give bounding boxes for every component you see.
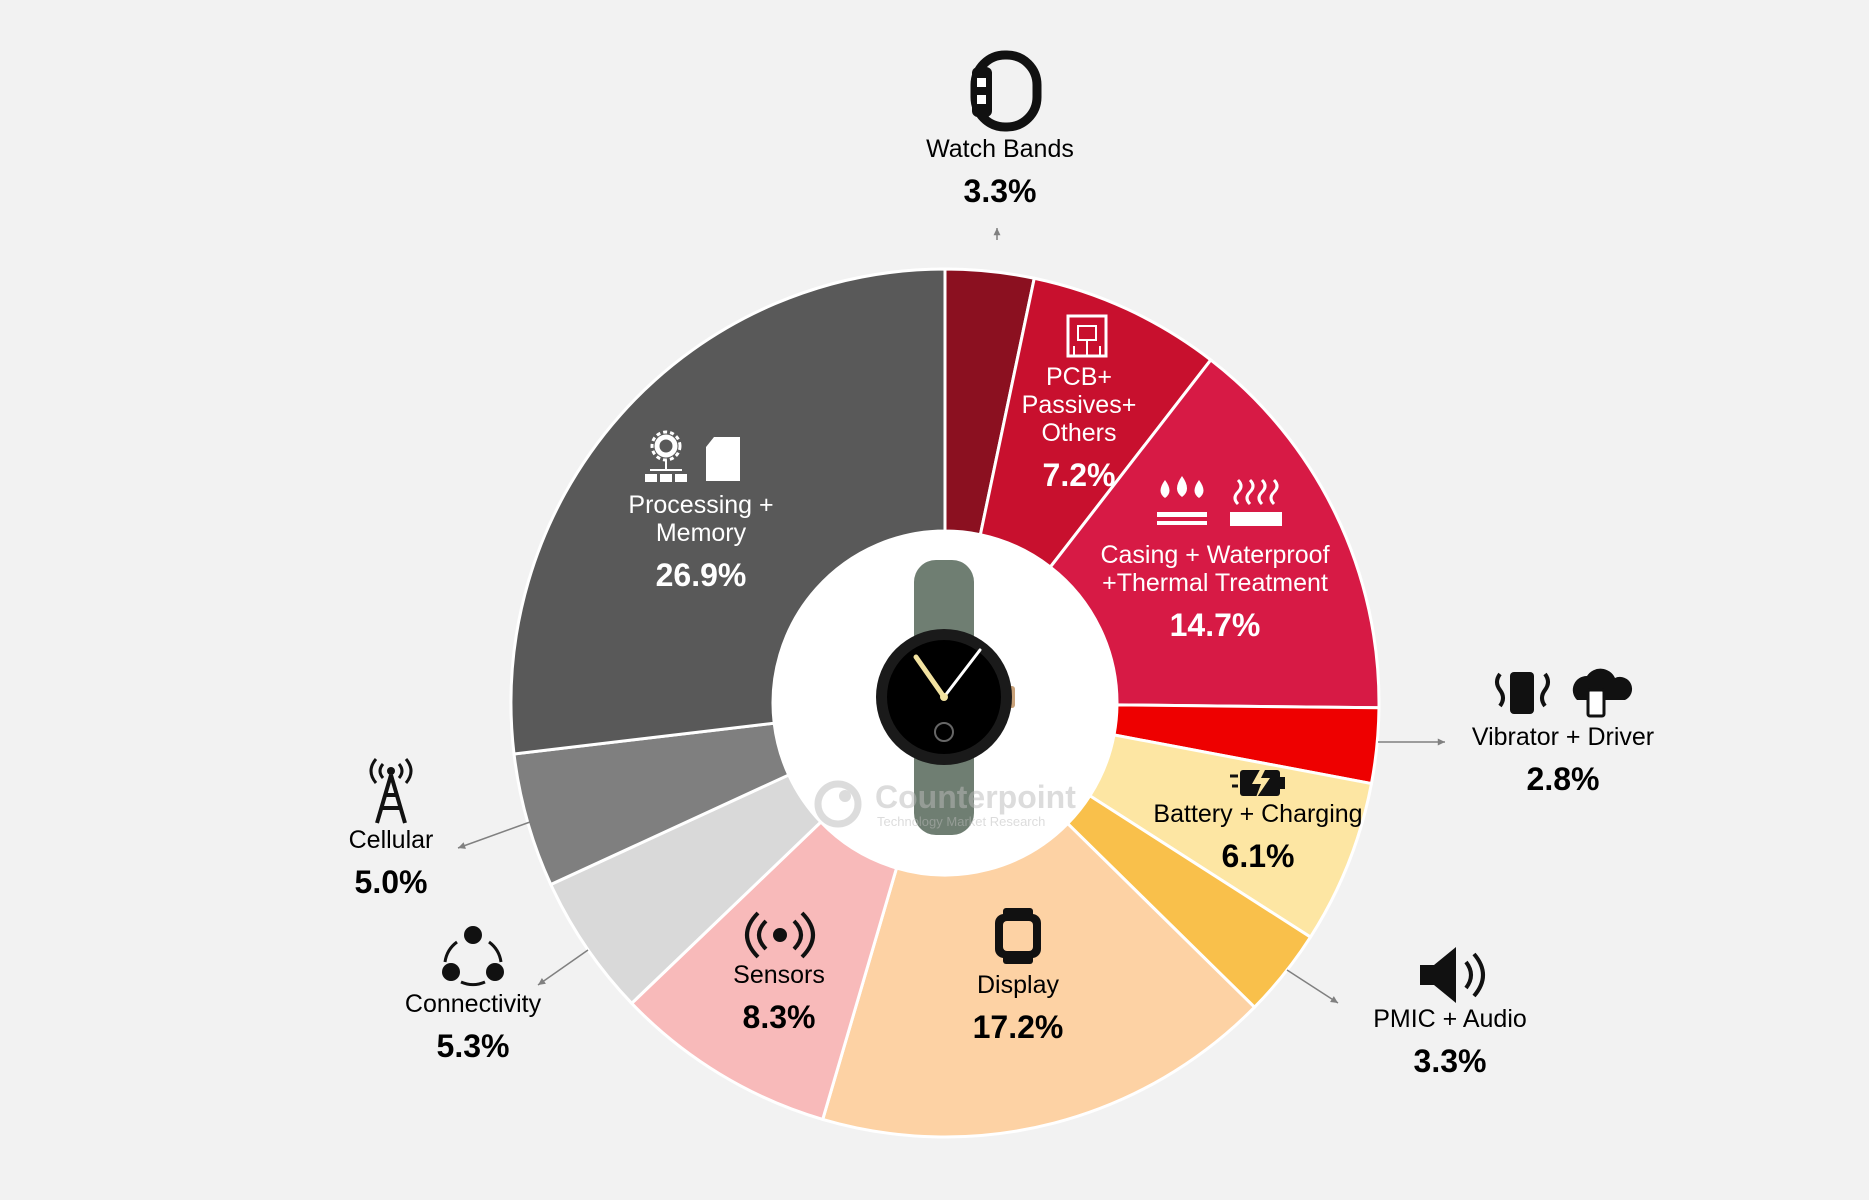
leader-line: [537, 949, 589, 986]
chart-segments: [509, 267, 1381, 1139]
category-label: Watch Bands: [926, 135, 1074, 163]
label-pmic-audio: PMIC + Audio 3.3%: [1373, 1005, 1527, 1079]
circuit-board-icon: [1066, 314, 1108, 358]
waterproof-heat-icon: [1157, 476, 1282, 526]
category-label: PCB+ Passives+ Others: [1022, 363, 1137, 447]
battery-charging-icon: [1230, 766, 1285, 800]
cell-tower-icon: [369, 758, 413, 824]
label-vibrator-driver: Vibrator + Driver 2.8%: [1472, 723, 1654, 797]
speaker-icon: [1420, 947, 1485, 1003]
value-label: 3.3%: [1414, 1043, 1487, 1079]
smartwatch-display-icon: [995, 908, 1041, 964]
vibration-icon: [1495, 668, 1633, 718]
leader-line: [1286, 969, 1339, 1004]
category-label: PMIC + Audio: [1373, 1005, 1527, 1033]
label-processing-memory: Processing + Memory 26.9%: [628, 491, 773, 593]
value-label: 26.9%: [656, 557, 747, 593]
watermark-tagline: Technology Market Research: [877, 814, 1045, 829]
label-pcb-passives-others: PCB+ Passives+ Others 7.2%: [1022, 363, 1137, 493]
label-casing-waterproof-thermal-treatment: Casing + Waterproof +Thermal Treatment 14.…: [1100, 541, 1329, 643]
label-connectivity: Connectivity 5.3%: [405, 990, 542, 1064]
connectivity-icon: [442, 926, 504, 987]
category-label: Vibrator + Driver: [1472, 723, 1654, 751]
watermark-brand: Counterpoint: [875, 779, 1076, 815]
leader-lines: [457, 228, 1445, 1004]
category-label: Processing + Memory: [628, 491, 773, 547]
center-watch-image: [773, 531, 1117, 875]
category-label: Connectivity: [405, 990, 542, 1018]
category-label: Battery + Charging: [1153, 800, 1362, 828]
segment-icons: [369, 50, 1633, 1003]
value-label: 6.1%: [1222, 838, 1295, 874]
value-label: 2.8%: [1527, 761, 1600, 797]
value-label: 8.3%: [743, 999, 816, 1035]
value-label: 3.3%: [964, 173, 1037, 209]
value-label: 5.3%: [437, 1028, 510, 1064]
value-label: 5.0%: [355, 864, 428, 900]
label-watch-bands: Watch Bands 3.3%: [926, 135, 1074, 209]
label-sensors: Sensors 8.3%: [733, 961, 825, 1035]
category-label: Casing + Waterproof +Thermal Treatment: [1100, 541, 1329, 597]
leader-arrowhead: [538, 978, 546, 985]
leader-line: [457, 821, 531, 849]
category-label: Sensors: [733, 961, 825, 989]
processor-memory-icon: [645, 430, 740, 482]
leader-arrowhead: [458, 842, 466, 849]
label-cellular: Cellular 5.0%: [349, 826, 434, 900]
value-label: 17.2%: [973, 1009, 1064, 1045]
label-battery-charging: Battery + Charging 6.1%: [1153, 800, 1362, 874]
segment-labels: Watch Bands 3.3% PCB+ Passives+ Others 7.2% Ca…: [349, 135, 1655, 1079]
leader-arrowhead: [1330, 996, 1338, 1003]
watch-band-icon: [970, 50, 1042, 132]
value-label: 7.2%: [1043, 457, 1116, 493]
sensor-signal-icon: [745, 911, 815, 959]
value-label: 14.7%: [1170, 607, 1261, 643]
category-label: Display: [977, 971, 1059, 999]
counterpoint-logo-icon: [814, 780, 862, 828]
counterpoint-watermark: Counterpoint Technology Market Research: [814, 779, 1076, 829]
category-label: Cellular: [349, 826, 434, 854]
leader-arrowhead: [1437, 738, 1445, 746]
leader-arrowhead: [993, 228, 1001, 236]
label-display: Display 17.2%: [973, 971, 1064, 1045]
